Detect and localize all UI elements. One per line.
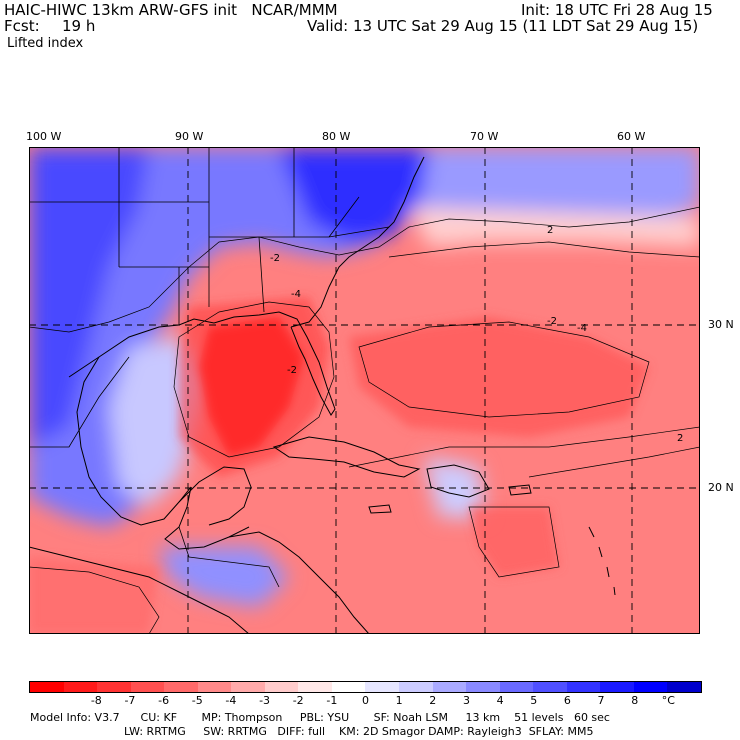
colorbar-segment xyxy=(30,682,64,692)
caribbean-unstable xyxy=(469,507,559,577)
colorbar-segment xyxy=(197,682,232,692)
contour-label: 2 xyxy=(547,225,553,236)
contour-label: -2 xyxy=(547,316,557,327)
contour-label: -4 xyxy=(577,323,587,334)
coastline-texas-gulf xyxy=(68,311,336,416)
contour-label: 2 xyxy=(677,433,683,444)
contour-neutral-north xyxy=(29,206,700,333)
unstable-ring xyxy=(179,297,329,477)
colorbar xyxy=(29,681,702,693)
colorbar-segment xyxy=(566,682,601,692)
lat-label-20n: 20 N xyxy=(708,481,734,494)
colorbar-segment xyxy=(97,682,131,692)
colorbar-segment xyxy=(365,682,400,692)
colorbar-tick-label: -5 xyxy=(191,694,203,707)
coastline-central-america xyxy=(228,531,370,634)
lon-label-90w: 90 W xyxy=(175,130,204,143)
colorbar-segment xyxy=(533,682,567,692)
coastline-yucatan xyxy=(178,466,252,526)
forecast-label: Fcst: xyxy=(4,17,40,35)
model-info-line2: LW: RRTMG SW: RRTMG DIFF: full KM: 2D Sm… xyxy=(124,725,594,738)
colorbar-tick-label: 2 xyxy=(429,694,437,707)
colorbar-segment xyxy=(466,682,500,692)
coastline-jamaica xyxy=(368,504,392,514)
colorbar-tick-label: 3 xyxy=(462,694,470,707)
lesser-antilles xyxy=(588,526,616,596)
colorbar-tick-label: 5 xyxy=(530,694,538,707)
contour-2-atlantic xyxy=(388,241,700,258)
field-name: Lifted index xyxy=(7,36,84,51)
map-border xyxy=(29,147,700,634)
colorbar-tick-label: °C xyxy=(661,694,675,707)
contour-pacific xyxy=(29,566,160,634)
contour-caribbean xyxy=(468,506,560,578)
colorbar-tick-label: 7 xyxy=(597,694,605,707)
colorbar-tick-label: -3 xyxy=(259,694,271,707)
colorbar-segment xyxy=(633,682,668,692)
mexico-border xyxy=(29,356,130,448)
hispaniola-pale xyxy=(424,457,484,517)
colorbar-tick-label: 4 xyxy=(496,694,504,707)
pacific-unstable xyxy=(29,557,159,634)
colorbar-segment xyxy=(331,682,366,692)
colorbar-segment xyxy=(298,682,332,692)
colorbar-segment xyxy=(231,682,265,692)
coastline-cuba xyxy=(272,436,421,478)
atlantic-unstable xyxy=(349,317,649,437)
colorbar-tick-label: 1 xyxy=(395,694,403,707)
stable-region-atlantic xyxy=(419,147,700,227)
coastline-puerto-rico xyxy=(508,484,532,496)
colorbar-segment xyxy=(164,682,198,692)
neutral-band-atlantic xyxy=(409,207,700,247)
model-info-line1: Model Info: V3.7 CU: KF MP: Thompson PBL… xyxy=(30,711,610,724)
contour-2-east xyxy=(528,446,700,478)
lon-label-60w: 60 W xyxy=(617,130,646,143)
model-title: HAIC-HIWC 13km ARW-GFS init NCAR/MMM xyxy=(4,1,338,19)
colorbar-tick-label: 6 xyxy=(563,694,571,707)
colorbar-tick-label: -8 xyxy=(90,694,102,707)
contour-4-atlantic xyxy=(358,321,650,418)
contour-label: -2 xyxy=(270,253,280,264)
forecast-hour: 19 h xyxy=(62,17,96,35)
colorbar-segment xyxy=(600,682,634,692)
colorbar-tick-label: -6 xyxy=(158,694,170,707)
colorbar-tick-label: -4 xyxy=(225,694,237,707)
colorbar-segment xyxy=(264,682,299,692)
colorbar-segment xyxy=(399,682,433,692)
init-time: Init: 18 UTC Fri 28 Aug 15 xyxy=(521,1,713,19)
central-america-borders xyxy=(178,526,280,588)
state-borders xyxy=(29,147,390,325)
colorbar-segment xyxy=(432,682,467,692)
contour-4-gulf xyxy=(173,301,335,458)
contour-2-south xyxy=(348,426,700,468)
colorbar-ticks: -8 -7 -6 -5 -4 -3 -2 -1 0 1 2 3 4 5 6 7 8 °C xyxy=(29,694,702,708)
coastline-central-america-pacific xyxy=(29,546,250,634)
stable-region-east xyxy=(279,147,429,242)
lon-label-70w: 70 W xyxy=(470,130,499,143)
lat-label-30n: 30 N xyxy=(708,318,734,331)
lifted-index-map: 2 -2 -4 -2 2 -4 -2 xyxy=(29,147,700,634)
coastline-mexico-gulf xyxy=(76,356,250,550)
colorbar-tick-label: -7 xyxy=(124,694,136,707)
colorbar-tick-label: -2 xyxy=(292,694,304,707)
colorbar-segment xyxy=(667,682,701,692)
coastline-hispaniola xyxy=(426,464,490,498)
colorbar-tick-label: 0 xyxy=(362,694,369,707)
colorbar-segment xyxy=(130,682,165,692)
valid-time: Valid: 13 UTC Sat 29 Aug 15 (11 LDT Sat … xyxy=(307,17,699,35)
colorbar-tick-label: 8 xyxy=(631,694,639,707)
lon-label-80w: 80 W xyxy=(322,130,351,143)
colorbar-segment xyxy=(499,682,534,692)
colorbar-tick-label: -1 xyxy=(326,694,338,707)
contour-label: -4 xyxy=(291,289,301,300)
coastline-florida xyxy=(290,156,425,328)
lon-label-100w: 100 W xyxy=(26,130,62,143)
central-america-stable xyxy=(159,547,289,607)
contour-label: -2 xyxy=(287,365,297,376)
colorbar-segment xyxy=(63,682,98,692)
